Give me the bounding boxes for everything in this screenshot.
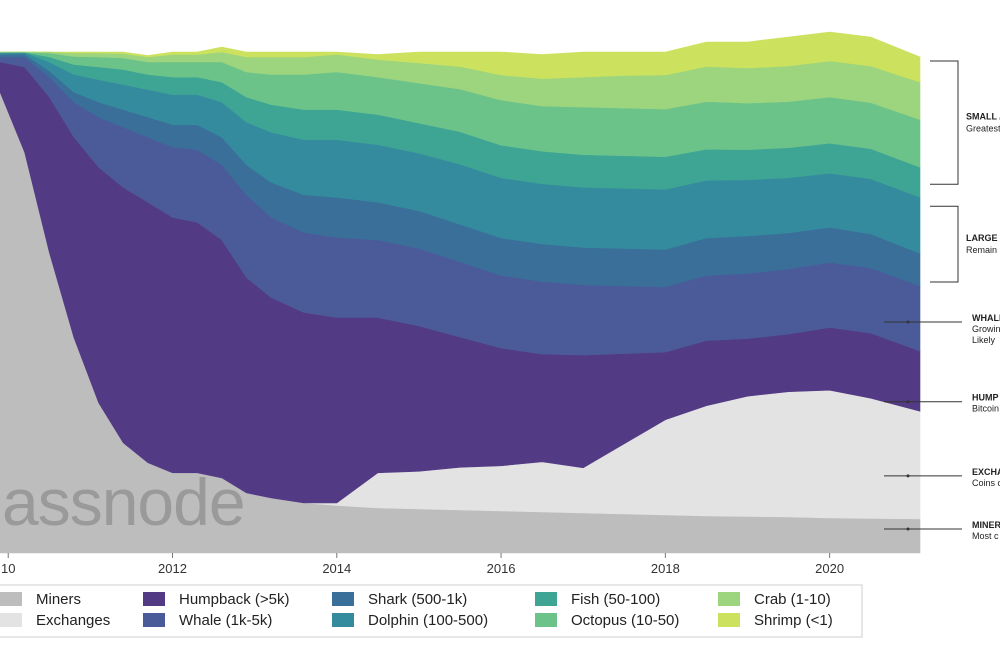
annotation-subtitle: Coins c: [972, 478, 1000, 488]
annotation-bracket: [930, 205, 959, 283]
legend-swatch: [718, 592, 740, 606]
annotation-subtitle: Greatest: [966, 124, 1000, 134]
legend-label: Dolphin (100-500): [368, 612, 488, 629]
legend-label: Humpback (>5k): [179, 591, 289, 608]
x-tick-label: 2018: [651, 561, 680, 576]
legend-label: Shark (500-1k): [368, 591, 467, 608]
annotation-dot: [906, 400, 910, 404]
annotation-bracket: [930, 60, 959, 185]
legend: Miners Exchanges Humpback (>5k) Whale (1k-5…: [0, 584, 863, 638]
annotation-subtitle: Bitcoin: [972, 404, 999, 414]
legend-label: Whale (1k-5k): [179, 612, 272, 629]
right-annotations: SMALL / Greatest LARGE Remain WHALEGrowinLik…: [884, 60, 1000, 541]
legend-label: Crab (1-10): [754, 591, 831, 608]
x-tick-label: 10: [1, 561, 15, 576]
legend-swatch: [535, 592, 557, 606]
legend-swatch: [718, 613, 740, 627]
legend-label: Exchanges: [36, 612, 110, 629]
legend-label: Shrimp (<1): [754, 612, 833, 629]
x-tick-label: 2014: [322, 561, 351, 576]
annotation-subtitle: Growin: [972, 324, 1000, 334]
annotation-title: LARGE: [966, 233, 998, 243]
annotation-extra: Likely: [972, 335, 996, 345]
legend-swatch: [143, 592, 165, 606]
legend-label: Fish (50-100): [571, 591, 660, 608]
watermark-text: assnode: [2, 465, 245, 539]
x-tick-label: 2012: [158, 561, 187, 576]
legend-swatch: [0, 613, 22, 627]
annotation-title: WHALE: [972, 313, 1000, 323]
annotation-subtitle: Remain: [966, 245, 997, 255]
legend-label: Octopus (10-50): [571, 612, 679, 629]
stacked-areas: [0, 31, 921, 554]
watermark: assnode: [2, 465, 246, 539]
annotation-title: HUMP: [972, 393, 999, 403]
annotation-title: EXCHA: [972, 467, 1000, 477]
annotation-dot: [906, 527, 910, 531]
x-axis: 10 2012 2014 2016 2018 2020: [1, 553, 844, 576]
legend-swatch: [535, 613, 557, 627]
annotation-subtitle: Most c: [972, 531, 999, 541]
annotation-title: MINER: [972, 520, 1000, 530]
legend-swatch: [332, 592, 354, 606]
annotation-title: SMALL /: [966, 112, 1000, 122]
annotation-dot: [906, 474, 910, 478]
legend-swatch: [332, 613, 354, 627]
legend-label: Miners: [36, 591, 81, 608]
annotation-dot: [906, 320, 910, 324]
legend-swatch: [143, 613, 165, 627]
x-tick-label: 2016: [487, 561, 516, 576]
area-shrimp: [0, 31, 921, 83]
legend-swatch: [0, 592, 22, 606]
x-tick-label: 2020: [815, 561, 844, 576]
